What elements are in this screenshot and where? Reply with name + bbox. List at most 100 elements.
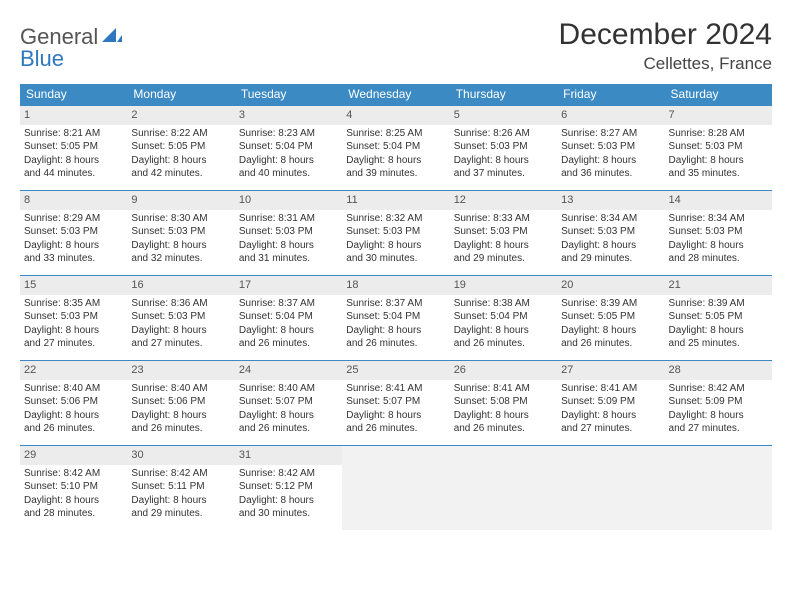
month-title: December 2024 <box>559 18 772 52</box>
sunrise-text: Sunrise: 8:42 AM <box>24 467 123 481</box>
sunrise-text: Sunrise: 8:26 AM <box>454 127 553 141</box>
day2-text: and 27 minutes. <box>24 337 123 351</box>
sunset-text: Sunset: 5:09 PM <box>669 395 768 409</box>
day-cell: 5Sunrise: 8:26 AMSunset: 5:03 PMDaylight… <box>450 106 557 190</box>
day-number: 7 <box>665 106 772 125</box>
day1-text: Daylight: 8 hours <box>131 324 230 338</box>
day2-text: and 26 minutes. <box>454 337 553 351</box>
day-number: 23 <box>127 361 234 380</box>
day-cell: 22Sunrise: 8:40 AMSunset: 5:06 PMDayligh… <box>20 361 127 445</box>
sunset-text: Sunset: 5:04 PM <box>239 310 338 324</box>
day2-text: and 26 minutes. <box>454 422 553 436</box>
day-number: 28 <box>665 361 772 380</box>
day1-text: Daylight: 8 hours <box>131 154 230 168</box>
day-cell: 26Sunrise: 8:41 AMSunset: 5:08 PMDayligh… <box>450 361 557 445</box>
sunset-text: Sunset: 5:09 PM <box>561 395 660 409</box>
day2-text: and 29 minutes. <box>454 252 553 266</box>
weekday-header: Tuesday <box>235 84 342 105</box>
day-number: 26 <box>450 361 557 380</box>
sunset-text: Sunset: 5:05 PM <box>24 140 123 154</box>
day1-text: Daylight: 8 hours <box>131 409 230 423</box>
day1-text: Daylight: 8 hours <box>239 239 338 253</box>
week-row: 8Sunrise: 8:29 AMSunset: 5:03 PMDaylight… <box>20 190 772 275</box>
day-cell: 23Sunrise: 8:40 AMSunset: 5:06 PMDayligh… <box>127 361 234 445</box>
weekday-header: Thursday <box>450 84 557 105</box>
day-number: 5 <box>450 106 557 125</box>
day-number: 3 <box>235 106 342 125</box>
day2-text: and 26 minutes. <box>346 422 445 436</box>
day1-text: Daylight: 8 hours <box>239 494 338 508</box>
day-cell: 24Sunrise: 8:40 AMSunset: 5:07 PMDayligh… <box>235 361 342 445</box>
day-cell-empty <box>557 446 664 530</box>
sunset-text: Sunset: 5:04 PM <box>346 140 445 154</box>
sunset-text: Sunset: 5:08 PM <box>454 395 553 409</box>
sunrise-text: Sunrise: 8:40 AM <box>239 382 338 396</box>
sunset-text: Sunset: 5:03 PM <box>669 225 768 239</box>
day1-text: Daylight: 8 hours <box>669 154 768 168</box>
day2-text: and 26 minutes. <box>239 422 338 436</box>
day-number: 14 <box>665 191 772 210</box>
day1-text: Daylight: 8 hours <box>24 409 123 423</box>
day2-text: and 28 minutes. <box>669 252 768 266</box>
day1-text: Daylight: 8 hours <box>346 239 445 253</box>
day1-text: Daylight: 8 hours <box>669 324 768 338</box>
day-cell-empty <box>450 446 557 530</box>
day1-text: Daylight: 8 hours <box>561 324 660 338</box>
day-number: 15 <box>20 276 127 295</box>
day2-text: and 27 minutes. <box>669 422 768 436</box>
day-cell: 10Sunrise: 8:31 AMSunset: 5:03 PMDayligh… <box>235 191 342 275</box>
sunset-text: Sunset: 5:03 PM <box>239 225 338 239</box>
day1-text: Daylight: 8 hours <box>24 239 123 253</box>
day-number: 1 <box>20 106 127 125</box>
day2-text: and 26 minutes. <box>561 337 660 351</box>
day-number: 29 <box>20 446 127 465</box>
weekday-header: Monday <box>127 84 234 105</box>
day-number: 31 <box>235 446 342 465</box>
day-number: 20 <box>557 276 664 295</box>
sunset-text: Sunset: 5:12 PM <box>239 480 338 494</box>
sunset-text: Sunset: 5:05 PM <box>669 310 768 324</box>
day2-text: and 26 minutes. <box>346 337 445 351</box>
weekday-header: Sunday <box>20 84 127 105</box>
day-cell: 7Sunrise: 8:28 AMSunset: 5:03 PMDaylight… <box>665 106 772 190</box>
day-number: 25 <box>342 361 449 380</box>
sunset-text: Sunset: 5:06 PM <box>131 395 230 409</box>
sunset-text: Sunset: 5:11 PM <box>131 480 230 494</box>
sunrise-text: Sunrise: 8:41 AM <box>346 382 445 396</box>
day-cell: 27Sunrise: 8:41 AMSunset: 5:09 PMDayligh… <box>557 361 664 445</box>
day2-text: and 28 minutes. <box>24 507 123 521</box>
sunrise-text: Sunrise: 8:22 AM <box>131 127 230 141</box>
day1-text: Daylight: 8 hours <box>561 154 660 168</box>
day1-text: Daylight: 8 hours <box>561 239 660 253</box>
sunrise-text: Sunrise: 8:42 AM <box>239 467 338 481</box>
day2-text: and 29 minutes. <box>131 507 230 521</box>
day-number: 16 <box>127 276 234 295</box>
day2-text: and 30 minutes. <box>346 252 445 266</box>
sunset-text: Sunset: 5:03 PM <box>131 225 230 239</box>
sunrise-text: Sunrise: 8:33 AM <box>454 212 553 226</box>
week-row: 22Sunrise: 8:40 AMSunset: 5:06 PMDayligh… <box>20 360 772 445</box>
sunrise-text: Sunrise: 8:31 AM <box>239 212 338 226</box>
day1-text: Daylight: 8 hours <box>454 409 553 423</box>
day-cell-empty <box>342 446 449 530</box>
day-number: 19 <box>450 276 557 295</box>
day-cell: 3Sunrise: 8:23 AMSunset: 5:04 PMDaylight… <box>235 106 342 190</box>
day-number: 27 <box>557 361 664 380</box>
day2-text: and 33 minutes. <box>24 252 123 266</box>
sunset-text: Sunset: 5:04 PM <box>454 310 553 324</box>
day2-text: and 26 minutes. <box>24 422 123 436</box>
day-cell-empty <box>665 446 772 530</box>
sunrise-text: Sunrise: 8:29 AM <box>24 212 123 226</box>
day-number: 24 <box>235 361 342 380</box>
sunrise-text: Sunrise: 8:30 AM <box>131 212 230 226</box>
sunset-text: Sunset: 5:04 PM <box>239 140 338 154</box>
day-number: 21 <box>665 276 772 295</box>
header: General December 2024 Cellettes, France <box>20 18 772 74</box>
day-cell: 17Sunrise: 8:37 AMSunset: 5:04 PMDayligh… <box>235 276 342 360</box>
day2-text: and 44 minutes. <box>24 167 123 181</box>
day2-text: and 26 minutes. <box>239 337 338 351</box>
day-number: 11 <box>342 191 449 210</box>
day2-text: and 27 minutes. <box>561 422 660 436</box>
day-number: 4 <box>342 106 449 125</box>
day-cell: 6Sunrise: 8:27 AMSunset: 5:03 PMDaylight… <box>557 106 664 190</box>
